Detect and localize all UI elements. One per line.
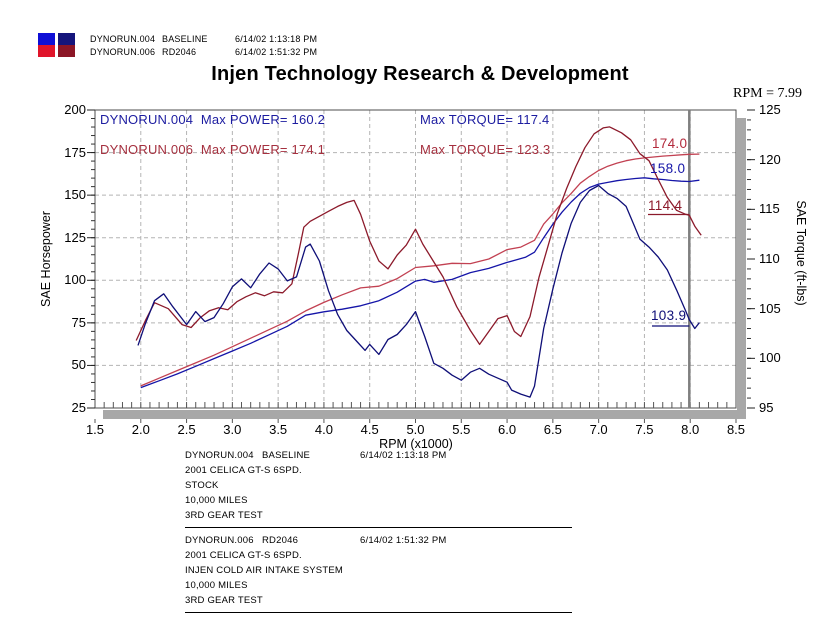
separator-line: [185, 612, 572, 613]
run-file: DYNORUN.004: [185, 450, 254, 461]
right-axis-tick-label: 125: [759, 102, 781, 117]
run-file: DYNORUN.004: [90, 34, 156, 44]
x-tick-label: 1.5: [85, 422, 105, 437]
curve-dynorun-006-sae-torque: [135, 126, 702, 346]
x-tick-label: 5.0: [406, 422, 425, 437]
right-axis-tick-label: 115: [759, 201, 780, 217]
torque-color-swatch-red: [58, 45, 75, 57]
run-info-block-1: DYNORUN.004 BASELINE 6/14/02 1:13:18 PM …: [185, 450, 585, 528]
x-tick-label: 5.5: [452, 422, 471, 437]
right-axis-tick-label: 120: [759, 151, 781, 167]
x-tick-label: 2.0: [131, 422, 150, 437]
x-tick-label: 3.5: [269, 422, 288, 437]
right-axis-tick-label: 105: [759, 300, 781, 316]
x-tick-label: 8.0: [681, 422, 700, 437]
curve-dynorun-004-sae-horsepower: [140, 177, 700, 389]
left-axis-tick-label: 100: [64, 272, 86, 288]
run-info-line: STOCK: [185, 480, 219, 491]
run-label: BASELINE: [262, 450, 311, 461]
run-info-line: 10,000 MILES: [185, 580, 248, 591]
run-info-line: 3RD GEAR TEST: [185, 510, 263, 521]
power-color-swatch-red: [38, 45, 55, 57]
run-datetime: 6/14/02 1:13:18 PM: [360, 450, 447, 461]
right-axis-tick-label: 110: [759, 251, 780, 266]
curve-dynorun-006-sae-horsepower: [140, 153, 700, 387]
right-axis-tick-label: 95: [759, 400, 774, 415]
legend-chip-run1: [38, 33, 55, 57]
x-axis-title: RPM (x1000): [379, 437, 453, 451]
separator-line: [185, 527, 572, 528]
legend-chip-run2: [58, 33, 75, 57]
run-file: DYNORUN.006: [185, 535, 254, 546]
torque-color-swatch-blue: [58, 33, 75, 45]
run-label: RD2046: [162, 47, 197, 57]
run-file: DYNORUN.006: [90, 47, 156, 57]
cursor-value-torque-run1: 103.9: [651, 308, 687, 323]
run-info-line: 2001 CELICA GT-S 6SPD.: [185, 550, 302, 561]
run-info-line: 10,000 MILES: [185, 495, 248, 506]
run-datetime: 6/14/02 1:51:32 PM: [360, 535, 447, 546]
x-tick-label: 3.0: [223, 422, 242, 437]
left-axis-tick-label: 75: [71, 314, 86, 330]
power-color-swatch-blue: [38, 33, 55, 45]
x-tick-label: 7.5: [635, 422, 654, 437]
run-info-line: 3RD GEAR TEST: [185, 595, 263, 606]
run-info-line: 2001 CELICA GT-S 6SPD.: [185, 465, 302, 476]
run-datetime: 6/14/02 1:13:18 PM: [235, 34, 318, 44]
curve-dynorun-004-sae-torque: [137, 184, 700, 398]
x-tick-label: 4.0: [314, 422, 333, 437]
left-axis-tick-label: 150: [64, 187, 86, 203]
left-axis-tick-label: 175: [64, 144, 86, 160]
run-info-line: INJEN COLD AIR INTAKE SYSTEM: [185, 565, 343, 576]
run-info-header: DYNORUN.006 RD2046 6/14/02 1:51:32 PM: [185, 535, 446, 550]
max-power-annotation-run1: DYNORUN.004 Max POWER= 160.2: [100, 112, 326, 127]
cursor-value-power-run2: 174.0: [652, 136, 688, 151]
x-tick-label: 8.5: [726, 422, 746, 437]
cursor-rpm-readout: RPM = 7.99: [733, 86, 802, 101]
left-axis-tick-label: 50: [71, 357, 86, 373]
max-power-annotation-run2: DYNORUN.006 Max POWER= 174.1: [100, 142, 326, 157]
run-label: RD2046: [262, 535, 299, 546]
header-run-row: DYNORUN.004 BASELINE 6/14/02 1:13:18 PM: [90, 34, 390, 46]
right-axis-tick-label: 100: [759, 350, 781, 366]
left-axis-tick-label: 25: [71, 400, 86, 415]
run-info-block-2: DYNORUN.006 RD2046 6/14/02 1:51:32 PM 20…: [185, 535, 585, 613]
page-title: Injen Technology Research & Development: [211, 63, 629, 85]
left-axis-tick-label: 200: [64, 102, 86, 117]
x-tick-label: 6.5: [543, 422, 562, 437]
x-tick-label: 4.5: [360, 422, 379, 437]
left-axis-tick-label: 125: [64, 229, 86, 245]
max-torque-annotation-run1: Max TORQUE= 117.4: [420, 112, 550, 127]
cursor-value-power-run1: 158.0: [650, 161, 686, 176]
run-datetime: 6/14/02 1:51:32 PM: [235, 47, 318, 57]
x-tick-label: 6.0: [498, 422, 517, 437]
run-info-header: DYNORUN.004 BASELINE 6/14/02 1:13:18 PM: [185, 450, 446, 465]
header-run-row: DYNORUN.006 RD2046 6/14/02 1:51:32 PM: [90, 47, 390, 59]
x-tick-label: 7.0: [589, 422, 608, 437]
x-tick-label: 2.5: [177, 422, 196, 437]
cursor-value-torque-run2: 114.4: [648, 198, 683, 213]
run-label: BASELINE: [162, 34, 208, 44]
max-torque-annotation-run2: Max TORQUE= 123.3: [420, 142, 551, 157]
